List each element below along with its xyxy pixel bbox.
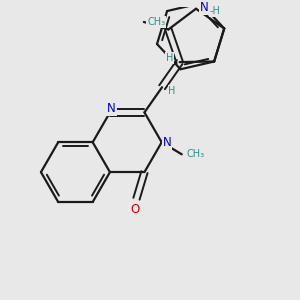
Text: H: H [166, 53, 173, 63]
Text: N: N [200, 1, 208, 14]
Text: H: H [168, 86, 176, 96]
Text: -H: -H [209, 6, 220, 16]
Text: O: O [130, 203, 140, 216]
Text: CH₃: CH₃ [187, 149, 205, 159]
Text: N: N [163, 136, 171, 149]
Text: CH₃: CH₃ [147, 17, 165, 27]
Text: N: N [107, 102, 116, 116]
